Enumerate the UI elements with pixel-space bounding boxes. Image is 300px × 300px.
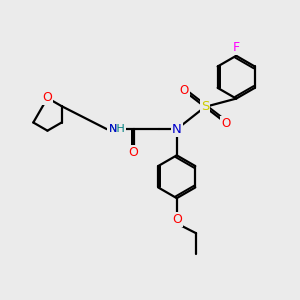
Text: O: O	[180, 84, 189, 97]
Text: NH: NH	[108, 124, 125, 134]
Text: N: N	[172, 123, 182, 136]
Text: O: O	[172, 213, 182, 226]
Text: N: N	[108, 124, 117, 134]
Text: O: O	[43, 92, 52, 104]
Text: S: S	[201, 100, 209, 113]
Text: F: F	[232, 41, 240, 54]
Text: O: O	[129, 146, 139, 160]
Text: O: O	[221, 117, 230, 130]
